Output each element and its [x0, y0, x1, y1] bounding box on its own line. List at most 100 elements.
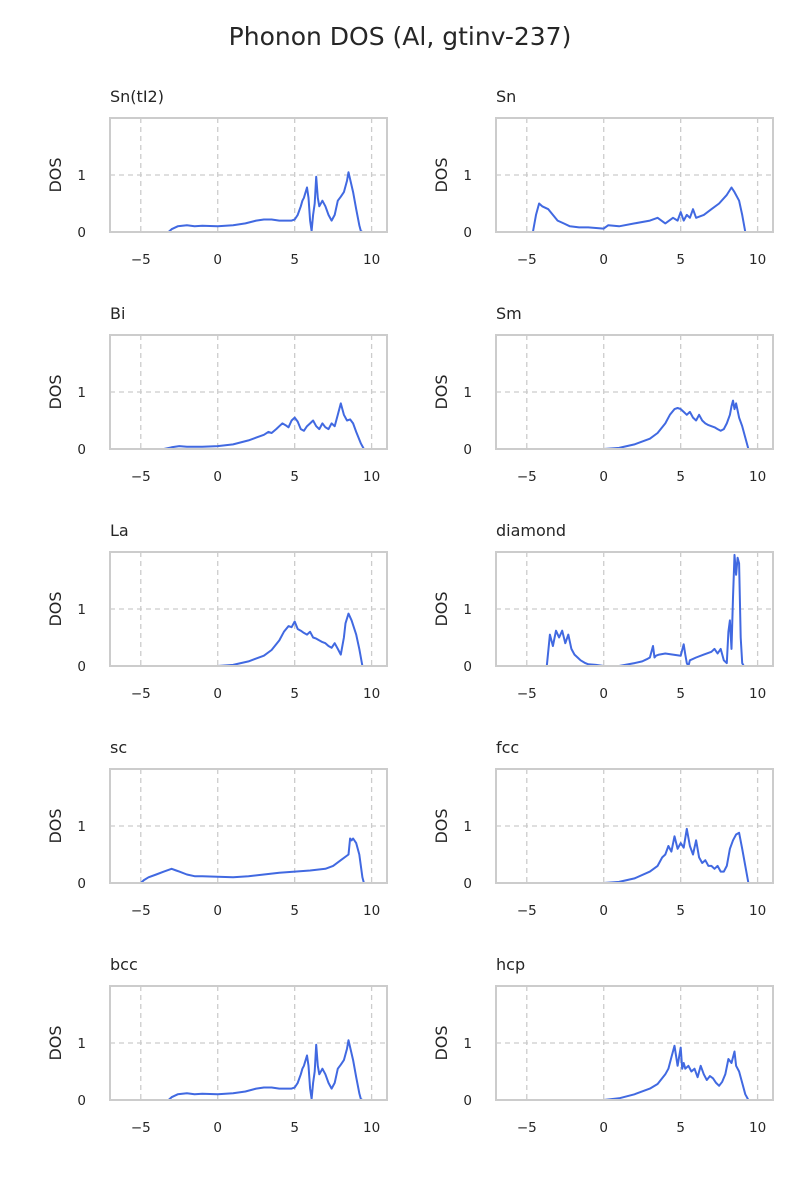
- dos-curve: [595, 1044, 767, 1101]
- subplot-title: Sn: [496, 87, 516, 106]
- x-tick-label: 10: [749, 252, 766, 268]
- x-tick-label: −5: [131, 903, 151, 919]
- subplot-title: sc: [110, 738, 127, 757]
- subplot: hcp −5 0 5 10 0 1 DOS: [432, 955, 774, 1136]
- y-axis-label: DOS: [432, 591, 451, 626]
- subplot: La −5 0 5 10 0 1 DOS: [46, 521, 388, 702]
- y-tick-label: 0: [463, 1093, 472, 1109]
- subplot: diamond −5 0 5 10 0 1 DOS: [432, 521, 774, 702]
- y-tick-label: 1: [77, 602, 86, 618]
- x-tick-label: 5: [290, 903, 299, 919]
- dos-curve: [525, 186, 767, 233]
- dos-curve: [124, 837, 381, 884]
- plot-frame: [109, 768, 388, 884]
- x-tick-label: 10: [749, 903, 766, 919]
- x-tick-label: −5: [517, 1120, 537, 1136]
- y-tick-label: 0: [77, 225, 86, 241]
- y-tick-label: 1: [77, 385, 86, 401]
- subplot-title: bcc: [110, 955, 138, 974]
- subplot: Sn(tI2) −5 0 5 10 0 1 DOS: [46, 87, 388, 268]
- x-tick-label: 5: [676, 686, 685, 702]
- plot-frame: [109, 551, 388, 667]
- x-tick-label: 10: [749, 686, 766, 702]
- x-tick-label: 0: [599, 252, 608, 268]
- x-tick-label: 0: [599, 686, 608, 702]
- x-tick-label: 10: [749, 1120, 766, 1136]
- x-tick-label: 5: [676, 252, 685, 268]
- plot-frame: [109, 117, 388, 233]
- subplot: Bi −5 0 5 10 0 1 DOS: [46, 304, 388, 485]
- subplot: sc −5 0 5 10 0 1 DOS: [46, 738, 388, 919]
- dos-curve: [147, 171, 381, 233]
- y-tick-label: 1: [463, 1036, 472, 1052]
- y-axis-label: DOS: [46, 1025, 65, 1060]
- y-tick-label: 1: [463, 385, 472, 401]
- x-tick-label: 10: [363, 686, 380, 702]
- x-tick-label: −5: [131, 469, 151, 485]
- y-axis-label: DOS: [46, 157, 65, 192]
- subplot-title: hcp: [496, 955, 525, 974]
- x-tick-label: −5: [517, 903, 537, 919]
- y-tick-label: 0: [463, 225, 472, 241]
- plot-frame: [495, 551, 774, 667]
- y-tick-label: 1: [463, 819, 472, 835]
- dos-curve: [595, 827, 767, 884]
- x-tick-label: 0: [213, 903, 222, 919]
- plot-frame: [109, 985, 388, 1101]
- x-tick-label: 5: [676, 903, 685, 919]
- subplot: bcc −5 0 5 10 0 1 DOS: [46, 955, 388, 1136]
- subplot: Sm −5 0 5 10 0 1 DOS: [432, 304, 774, 485]
- subplot-title: Sn(tI2): [110, 87, 164, 106]
- x-tick-label: 5: [290, 252, 299, 268]
- y-tick-label: 1: [463, 168, 472, 184]
- plot-frame: [495, 985, 774, 1101]
- x-tick-label: 0: [599, 1120, 608, 1136]
- x-tick-label: 0: [213, 686, 222, 702]
- y-axis-label: DOS: [432, 1025, 451, 1060]
- dos-curve: [147, 402, 381, 450]
- x-tick-label: 0: [213, 469, 222, 485]
- subplot-title: Sm: [496, 304, 522, 323]
- dos-curve: [209, 612, 381, 667]
- y-tick-label: 1: [77, 168, 86, 184]
- y-axis-label: DOS: [46, 374, 65, 409]
- x-tick-label: 5: [290, 1120, 299, 1136]
- subplot-title: Bi: [110, 304, 125, 323]
- x-tick-label: 0: [599, 469, 608, 485]
- x-tick-label: 0: [213, 252, 222, 268]
- y-tick-label: 0: [463, 442, 472, 458]
- y-tick-label: 0: [463, 659, 472, 675]
- x-tick-label: −5: [517, 469, 537, 485]
- plot-frame: [495, 768, 774, 884]
- x-tick-label: 10: [363, 903, 380, 919]
- subplot-title: diamond: [496, 521, 566, 540]
- y-tick-label: 0: [463, 876, 472, 892]
- x-tick-label: 10: [363, 469, 380, 485]
- x-tick-label: 5: [290, 686, 299, 702]
- subplot-title: La: [110, 521, 129, 540]
- figure-title: Phonon DOS (Al, gtinv-237): [229, 22, 572, 51]
- x-tick-label: −5: [517, 686, 537, 702]
- plot-frame: [109, 334, 388, 450]
- x-tick-label: 5: [676, 1120, 685, 1136]
- x-tick-label: −5: [131, 1120, 151, 1136]
- dos-curve: [525, 553, 767, 667]
- dos-curve: [147, 1039, 381, 1101]
- y-tick-label: 1: [463, 602, 472, 618]
- y-tick-label: 0: [77, 442, 86, 458]
- y-tick-label: 0: [77, 1093, 86, 1109]
- y-tick-label: 0: [77, 659, 86, 675]
- y-tick-label: 1: [77, 819, 86, 835]
- plot-frame: [495, 117, 774, 233]
- subplot-title: fcc: [496, 738, 519, 757]
- x-tick-label: 10: [363, 1120, 380, 1136]
- y-axis-label: DOS: [432, 157, 451, 192]
- x-tick-label: 0: [213, 1120, 222, 1136]
- x-tick-label: 10: [749, 469, 766, 485]
- x-tick-label: −5: [131, 252, 151, 268]
- x-tick-label: 0: [599, 903, 608, 919]
- x-tick-label: −5: [517, 252, 537, 268]
- y-axis-label: DOS: [46, 591, 65, 626]
